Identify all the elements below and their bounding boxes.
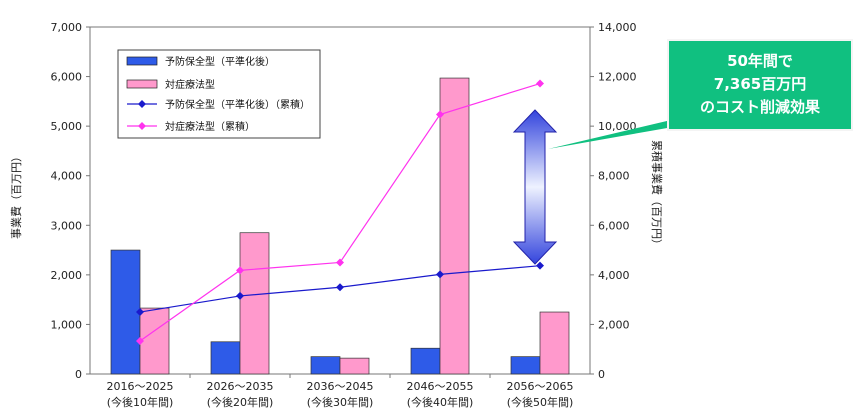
y2-tick-label: 10,000 (598, 120, 637, 133)
y-tick-label: 1,000 (51, 318, 83, 331)
y-tick-label: 2,000 (51, 269, 83, 282)
point-preventive-cumulative (236, 291, 244, 300)
y2-tick-label: 0 (598, 368, 605, 381)
lines (136, 79, 544, 346)
y-tick-label: 3,000 (51, 219, 83, 232)
point-preventive-cumulative (136, 308, 144, 317)
legend-label-bar-preventive: 予防保全型（平準化後） (165, 55, 275, 68)
x-tick-sublabel: (今後40年間) (407, 395, 474, 409)
x-tick-label: 2056～2065 (507, 380, 574, 393)
right-axis-ticks: 0 2,000 4,000 6,000 8,000 10,000 12,000 14,000 (590, 21, 637, 381)
bar-preventive (310, 356, 341, 375)
cost-reduction-callout: 50年間で 7,365百万円 のコスト削減効果 (548, 39, 853, 149)
x-tick-label: 2036～2045 (307, 380, 374, 393)
cost-reduction-arrow (512, 109, 558, 265)
y-axis-title: 事業費（百万円） (9, 151, 23, 239)
point-reactive-cumulative (436, 110, 444, 119)
legend-marker-line-reactive (138, 122, 146, 130)
bar-preventive (110, 249, 141, 375)
double-arrow-shape (512, 109, 558, 265)
bar-reactive (139, 307, 170, 375)
bar-preventive (210, 341, 241, 375)
y-tick-label: 7,000 (51, 21, 83, 34)
y2-tick-label: 6,000 (598, 219, 630, 232)
x-tick-sublabel: (今後10年間) (107, 395, 174, 409)
point-reactive-cumulative (236, 266, 244, 275)
x-tick-sublabel: (今後20年間) (207, 395, 274, 409)
y-tick-label: 6,000 (51, 71, 83, 84)
callout-line-3: のコスト削減効果 (700, 98, 821, 116)
x-axis-ticks: 2016～2025 (今後10年間) 2026～2035 (今後20年間) 2036～2… (107, 374, 574, 409)
y2-tick-label: 8,000 (598, 170, 630, 183)
y2-tick-label: 14,000 (598, 21, 637, 34)
left-axis-ticks: 0 1,000 2,000 3,000 4,000 5,000 6,000 7,000 (51, 21, 90, 381)
bar-preventive (410, 347, 441, 375)
x-tick-label: 2026～2035 (207, 380, 274, 393)
y2-axis-title: 累積事業費（百万円） (650, 140, 664, 250)
y2-tick-label: 12,000 (598, 71, 637, 84)
legend-label-line-reactive: 対症療法型（累積） (165, 120, 255, 133)
callout-line-2: 7,365百万円 (714, 75, 806, 93)
y2-tick-label: 4,000 (598, 269, 630, 282)
bar-reactive (439, 77, 470, 375)
callout-pointer (548, 112, 705, 149)
legend-label-bar-reactive: 対症療法型 (165, 78, 215, 91)
point-preventive-cumulative (436, 270, 444, 279)
x-tick-sublabel: (今後30年間) (307, 395, 374, 409)
point-reactive-cumulative (536, 79, 544, 88)
y-tick-label: 4,000 (51, 170, 83, 183)
y-tick-label: 0 (75, 368, 82, 381)
bar-reactive (239, 232, 270, 375)
bars (110, 77, 570, 375)
point-preventive-cumulative (336, 283, 344, 292)
legend: 予防保全型（平準化後） 対症療法型 予防保全型（平準化後）（累積） 対症療法型（… (117, 49, 321, 139)
bar-reactive (539, 311, 570, 375)
legend-swatch-bar-reactive (126, 79, 158, 89)
y2-tick-label: 2,000 (598, 318, 630, 331)
legend-marker-line-preventive (138, 100, 146, 108)
point-preventive-cumulative (536, 261, 544, 270)
x-tick-sublabel: (今後50年間) (507, 395, 574, 409)
point-reactive-cumulative (136, 337, 144, 346)
callout-box (667, 39, 853, 131)
bar-preventive (510, 356, 541, 375)
legend-swatch-bar-preventive (126, 56, 158, 66)
x-tick-label: 2016～2025 (107, 380, 174, 393)
point-reactive-cumulative (336, 258, 344, 267)
bar-reactive (339, 357, 370, 375)
callout-line-1: 50年間で (727, 52, 793, 70)
legend-label-line-preventive: 予防保全型（平準化後）（累積） (165, 98, 310, 111)
y-tick-label: 5,000 (51, 120, 83, 133)
x-tick-label: 2046～2055 (407, 380, 474, 393)
